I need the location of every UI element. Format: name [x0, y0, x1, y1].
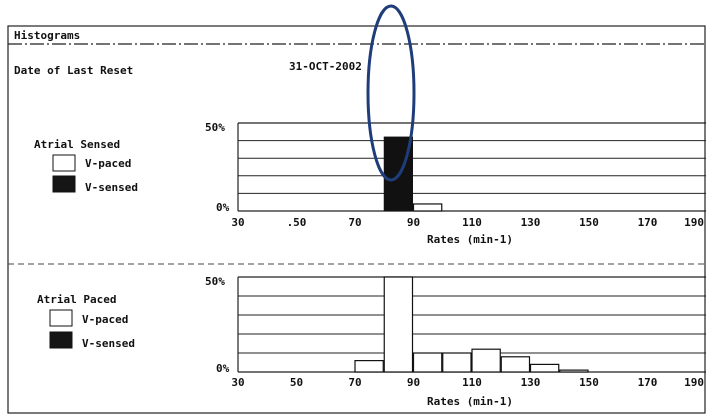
bar-v-paced: [529, 363, 560, 373]
bar-v-paced: [412, 352, 443, 373]
atrial-paced-panel: Atrial Paced V-paced V-sensed 30 50 70 90 11…: [37, 275, 706, 408]
highlight-ellipse: [366, 4, 416, 182]
atrial-sensed-panel: Atrial Sensed V-paced V-sensed 30 .50 70 90…: [34, 121, 706, 246]
plot-area: 30 50 70 90 110 130 150 170 190: [231, 276, 706, 389]
x-tick-label: 170: [638, 376, 658, 389]
x-tick-label: 110: [462, 216, 482, 229]
x-tick-label: 90: [407, 216, 420, 229]
legend-swatch-v-sensed: [52, 175, 76, 193]
y-max-label: 50%: [205, 121, 225, 134]
bar-v-paced: [383, 276, 414, 373]
x-tick-label: 90: [407, 376, 420, 389]
x-tick-label: 150: [579, 376, 599, 389]
x-axis-label: Rates (min-1): [427, 395, 513, 408]
x-tick-label: 50: [290, 376, 303, 389]
x-tick-label: 130: [521, 376, 541, 389]
plot-area: 30 .50 70 90 110 130 150 170 190: [231, 122, 706, 229]
chart-title: Atrial Sensed: [34, 138, 120, 151]
chart-title: Atrial Paced: [37, 293, 116, 306]
y-min-label: 0%: [216, 362, 230, 375]
bar-v-paced: [354, 360, 384, 373]
bar-v-paced: [500, 356, 531, 373]
legend-swatch-v-paced: [52, 154, 76, 172]
legend-label-v-paced: V-paced: [85, 157, 131, 170]
x-tick-label: 170: [638, 216, 658, 229]
page-frame: [7, 25, 706, 414]
y-min-label: 0%: [216, 201, 230, 214]
x-tick-label: 190: [684, 376, 704, 389]
x-tick-label: 150: [579, 216, 599, 229]
reset-label: Date of Last Reset: [14, 64, 133, 77]
x-tick-label: 30: [231, 376, 244, 389]
legend-label-v-sensed: V-sensed: [85, 181, 138, 194]
bar-v-paced: [471, 348, 501, 373]
bar-v-paced: [412, 203, 443, 212]
reset-date: 31-OCT-2002: [289, 60, 362, 73]
x-tick-label: 130: [521, 216, 541, 229]
x-axis-label: Rates (min-1): [427, 233, 513, 246]
x-tick-label: 70: [348, 216, 361, 229]
x-tick-label: 70: [348, 376, 361, 389]
legend-label-v-paced: V-paced: [82, 313, 128, 326]
y-max-label: 50%: [205, 275, 225, 288]
legend-label-v-sensed: V-sensed: [82, 337, 135, 350]
x-tick-label: 30: [231, 216, 244, 229]
page-title: Histograms: [14, 29, 80, 42]
bar-v-paced: [559, 369, 589, 373]
x-tick-label: 190: [684, 216, 704, 229]
x-tick-label: .50: [287, 216, 307, 229]
legend-swatch-v-sensed: [49, 331, 73, 349]
legend-swatch-v-paced: [49, 309, 73, 327]
x-tick-label: 110: [462, 376, 482, 389]
bar-v-paced: [442, 352, 472, 373]
